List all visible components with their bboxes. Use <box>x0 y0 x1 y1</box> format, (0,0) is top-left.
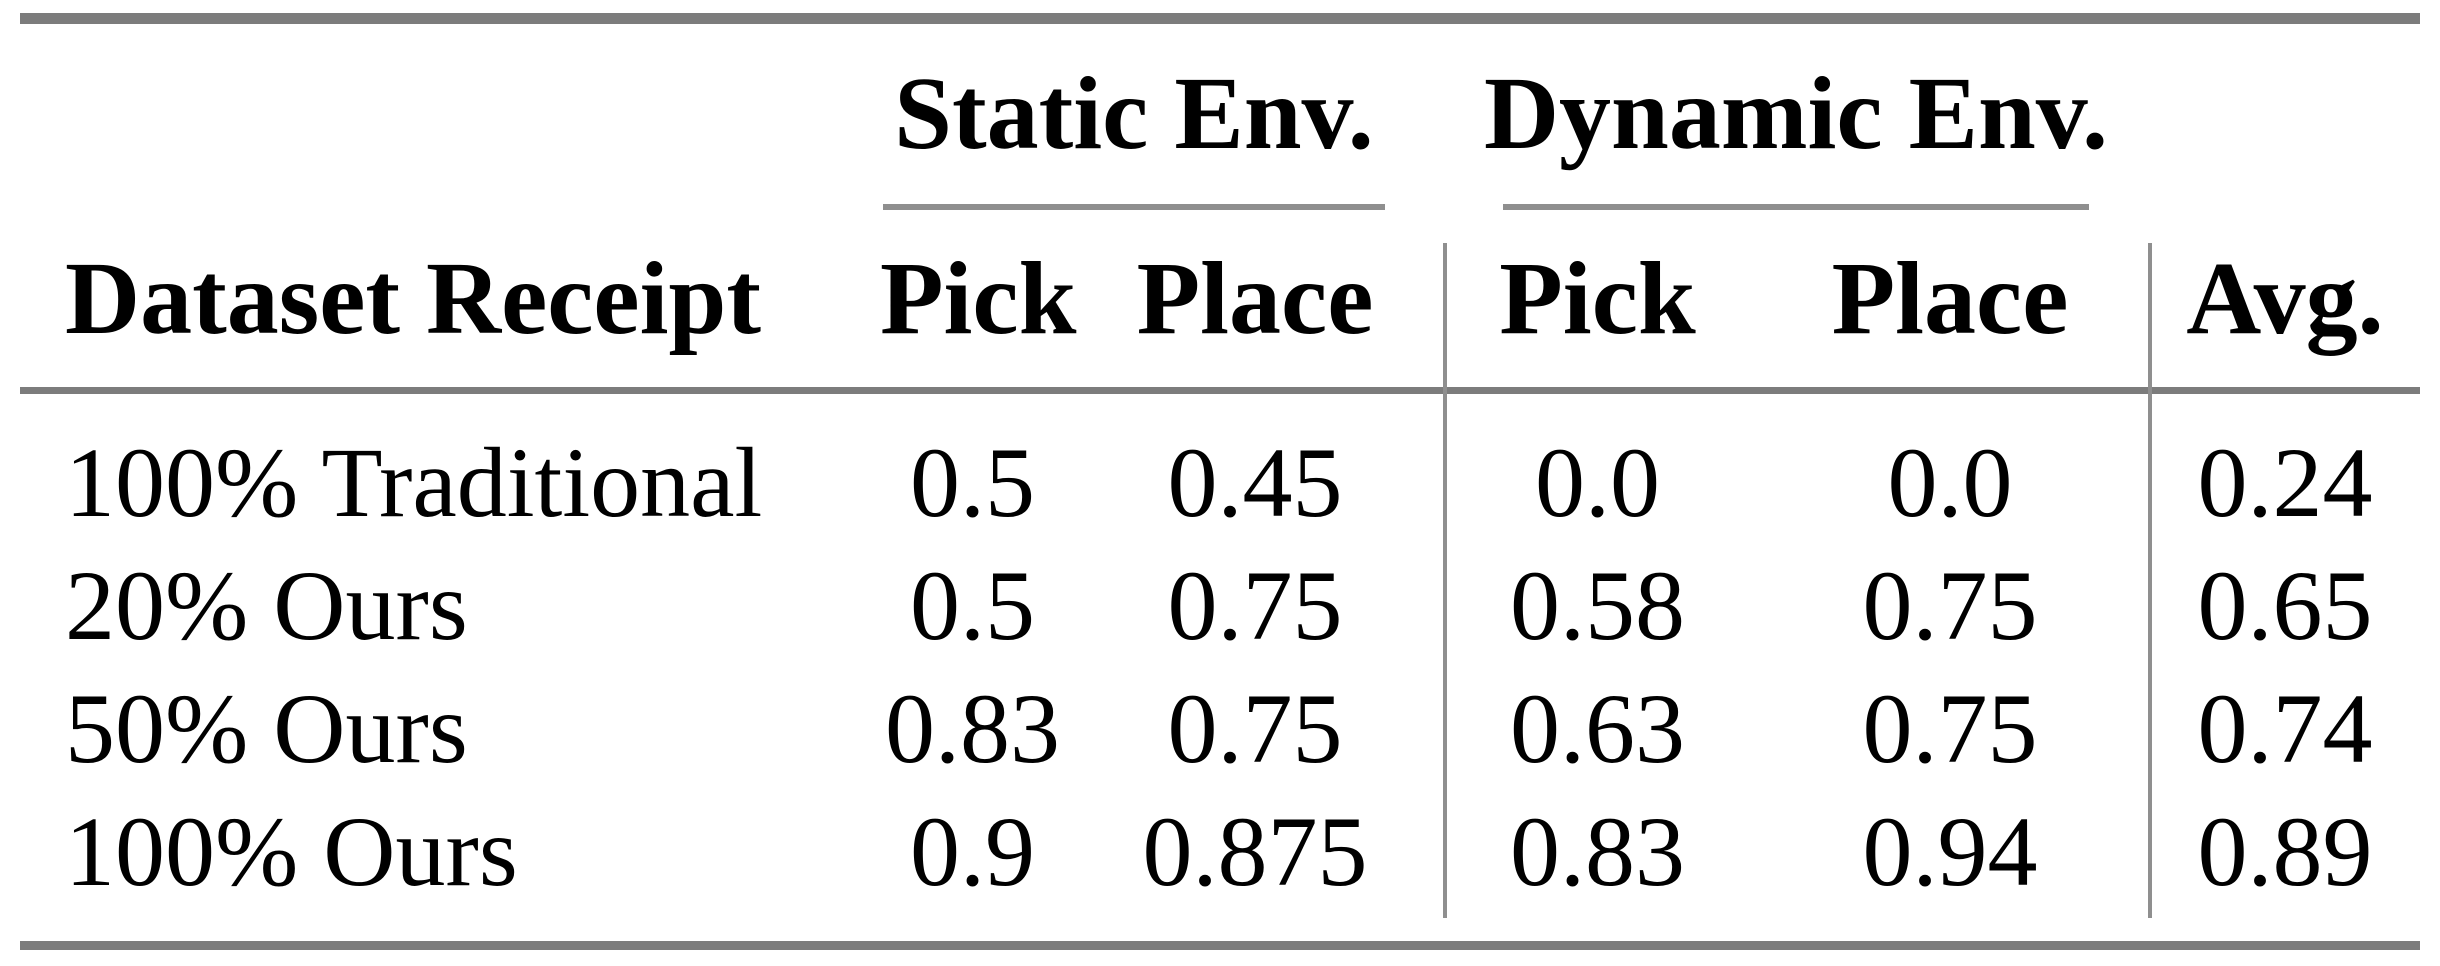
cell-avg: 0.74 <box>2197 672 2373 784</box>
column-separator-static-dynamic <box>1443 243 1447 918</box>
dynamic-env-cmidrule <box>1503 204 2089 210</box>
header-static-place: Place <box>1136 240 1374 356</box>
cell-avg: 0.65 <box>2197 549 2373 661</box>
cell-dynamic-pick: 0.63 <box>1510 672 1685 784</box>
cell-dynamic-place: 0.75 <box>1862 549 2038 661</box>
column-separator-dynamic-avg <box>2148 243 2152 918</box>
cell-static-pick: 0.5 <box>910 426 1035 538</box>
cell-static-pick: 0.83 <box>885 672 1060 784</box>
cell-dynamic-pick: 0.58 <box>1510 549 1685 661</box>
cell-dynamic-place: 0.94 <box>1862 795 2038 907</box>
table-bottom-rule <box>20 941 2420 950</box>
cell-static-place: 0.75 <box>1167 549 1343 661</box>
cell-static-pick: 0.5 <box>910 549 1035 661</box>
cell-static-pick: 0.9 <box>910 795 1035 907</box>
row-label: 20% Ours <box>65 549 468 661</box>
cell-dynamic-place: 0.0 <box>1887 426 2013 538</box>
dynamic-env-group-header: Dynamic Env. <box>1483 56 2109 171</box>
table-row: 20% Ours 0.5 0.75 0.58 0.75 0.65 <box>20 544 2420 667</box>
column-header-row: Dataset Receipt Pick Place Pick Place Av… <box>20 210 2420 387</box>
row-label: 50% Ours <box>65 672 468 784</box>
header-avg: Avg. <box>2186 240 2384 356</box>
cell-dynamic-place: 0.75 <box>1862 672 2038 784</box>
cell-dynamic-pick: 0.83 <box>1510 795 1685 907</box>
cell-dynamic-pick: 0.0 <box>1535 426 1660 538</box>
cell-static-place: 0.75 <box>1167 672 1343 784</box>
table-row: 100% Ours 0.9 0.875 0.83 0.94 0.89 <box>20 790 2420 913</box>
header-static-pick: Pick <box>880 240 1077 356</box>
header-dynamic-place: Place <box>1831 240 2069 356</box>
table-mid-rule <box>20 387 2420 394</box>
static-env-group-header: Static Env. <box>894 56 1374 171</box>
static-env-cmidrule <box>883 204 1385 210</box>
table-body: 100% Traditional 0.5 0.45 0.0 0.0 0.24 2… <box>20 421 2420 913</box>
cell-avg: 0.24 <box>2197 426 2373 538</box>
row-label: 100% Ours <box>65 795 518 907</box>
table-top-rule <box>20 13 2420 24</box>
cell-avg: 0.89 <box>2197 795 2373 907</box>
cell-static-place: 0.45 <box>1167 426 1343 538</box>
cell-static-place: 0.875 <box>1142 795 1368 907</box>
table-row: 50% Ours 0.83 0.75 0.63 0.75 0.74 <box>20 667 2420 790</box>
table-row: 100% Traditional 0.5 0.45 0.0 0.0 0.24 <box>20 421 2420 544</box>
row-label: 100% Traditional <box>65 426 763 538</box>
header-dataset-receipt: Dataset Receipt <box>65 240 761 356</box>
column-group-header-row: Static Env. Dynamic Env. <box>20 24 2420 204</box>
header-dynamic-pick: Pick <box>1499 240 1696 356</box>
